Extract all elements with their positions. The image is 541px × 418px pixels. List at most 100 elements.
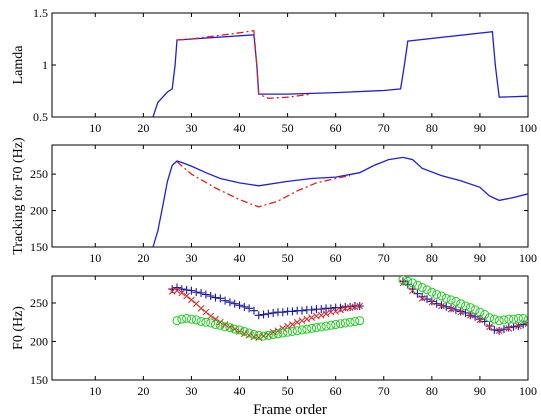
x-marker xyxy=(289,321,296,328)
circle-marker xyxy=(436,291,446,301)
x-marker xyxy=(255,334,263,341)
circle-marker xyxy=(172,316,182,326)
x-marker xyxy=(202,308,210,316)
plot-frame xyxy=(51,12,529,118)
plus-marker xyxy=(187,286,196,295)
circle-marker xyxy=(297,325,307,335)
x-tick-label: 30 xyxy=(185,121,197,135)
panel-f0-hz: 10 20 30 40 50 60 70 80 90 100 150 200 250 F0 (Hz) Fra… xyxy=(11,275,537,418)
circle-marker xyxy=(220,322,230,332)
circle-marker xyxy=(432,289,442,299)
x-marker xyxy=(265,331,272,338)
circle-marker xyxy=(335,319,345,329)
x-tick-label: 90 xyxy=(474,251,486,265)
circle-marker xyxy=(177,314,187,324)
x-tick-label: 60 xyxy=(330,121,342,135)
x-tick-label: 90 xyxy=(474,121,486,135)
circle-marker xyxy=(311,323,321,333)
y-tick-label: 250 xyxy=(30,167,48,181)
circle-marker xyxy=(201,317,211,327)
circle-marker xyxy=(259,331,269,341)
x-marker xyxy=(197,305,205,312)
circle-marker xyxy=(182,313,192,323)
x-marker xyxy=(173,287,181,294)
x-tick-label: 20 xyxy=(137,121,149,135)
plus-marker xyxy=(269,308,278,317)
circle-marker xyxy=(249,330,259,340)
x-marker xyxy=(428,298,436,306)
plus-marker xyxy=(307,305,316,314)
plus-marker xyxy=(485,322,494,331)
x-marker xyxy=(515,322,522,330)
circle-marker xyxy=(465,303,475,313)
circle-marker xyxy=(254,330,264,340)
circle-marker xyxy=(412,280,422,290)
plus-marker xyxy=(447,304,456,313)
plus-marker xyxy=(524,319,528,328)
circle-marker xyxy=(225,323,235,333)
x-tick-label: 30 xyxy=(185,251,197,265)
plus-marker xyxy=(206,292,215,301)
circle-marker xyxy=(513,313,523,323)
x-marker xyxy=(207,312,215,320)
circle-marker xyxy=(403,276,413,286)
circle-marker xyxy=(326,320,336,330)
plot-frame xyxy=(51,275,529,381)
circle-marker xyxy=(230,324,240,334)
circle-marker xyxy=(504,314,514,324)
circle-marker xyxy=(499,315,509,325)
circle-marker xyxy=(287,326,297,336)
x-marker xyxy=(457,308,465,316)
x-marker xyxy=(337,306,344,314)
circle-marker xyxy=(292,326,302,336)
circle-marker xyxy=(263,330,273,340)
circle-marker xyxy=(523,315,528,325)
circle-marker xyxy=(451,296,461,306)
x-marker xyxy=(495,327,503,335)
circle-marker xyxy=(191,315,201,325)
circle-marker xyxy=(518,313,528,323)
x-marker xyxy=(486,323,493,331)
panel-tracking-f0: 10 20 30 40 50 60 70 80 90 100 150 200 250 Tracking f… xyxy=(11,137,537,265)
circle-marker xyxy=(340,318,350,328)
x-tick-label: 100 xyxy=(519,251,537,265)
x-tick-label: 50 xyxy=(282,121,294,135)
x-marker xyxy=(356,302,364,310)
plus-marker xyxy=(216,294,225,303)
circle-marker xyxy=(441,293,451,303)
x-tick-label: 40 xyxy=(234,251,246,265)
x-marker xyxy=(183,292,190,300)
x-axis-label: Frame order xyxy=(253,402,327,418)
series-solid-line xyxy=(152,30,528,117)
plot-frame xyxy=(51,144,529,248)
circle-marker xyxy=(417,283,427,293)
x-tick-label: 50 xyxy=(282,384,294,398)
circle-marker xyxy=(480,310,490,320)
x-marker xyxy=(298,317,306,325)
plus-marker xyxy=(317,305,326,314)
x-tick-label: 70 xyxy=(378,121,390,135)
plus-marker xyxy=(221,296,230,305)
circle-marker xyxy=(239,326,249,336)
circle-marker xyxy=(186,314,196,324)
x-tick-label: 10 xyxy=(89,384,101,398)
series-dashdot-line xyxy=(176,29,312,99)
x-marker xyxy=(322,310,330,318)
x-marker xyxy=(317,311,325,319)
circle-marker xyxy=(422,285,432,295)
circle-marker xyxy=(273,329,283,339)
x-tick-label: 30 xyxy=(185,384,197,398)
circle-marker xyxy=(470,305,480,315)
x-tick-label: 80 xyxy=(426,251,438,265)
x-marker xyxy=(438,302,445,310)
circle-marker xyxy=(460,301,470,311)
panel-lamda: 10 20 30 40 50 60 70 80 90 100 0.5 1 1.5 Lamda xyxy=(11,6,537,135)
y-axis-label: Lamda xyxy=(11,45,26,85)
circle-marker xyxy=(283,327,293,337)
y-tick-label: 1.5 xyxy=(33,6,48,20)
circle-marker xyxy=(321,321,331,331)
x-tick-label: 100 xyxy=(519,384,537,398)
circle-marker xyxy=(268,330,278,340)
x-tick-label: 70 xyxy=(378,251,390,265)
x-tick-label: 50 xyxy=(282,251,294,265)
